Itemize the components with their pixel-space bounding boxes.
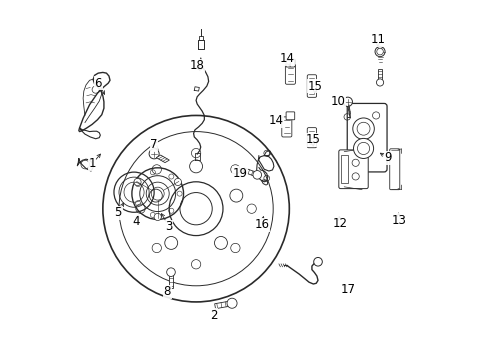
Polygon shape [156, 155, 169, 163]
Circle shape [252, 171, 261, 179]
Text: 14: 14 [279, 52, 294, 65]
FancyBboxPatch shape [285, 64, 295, 84]
Text: 15: 15 [305, 133, 320, 146]
Polygon shape [168, 272, 173, 288]
Text: 8: 8 [163, 285, 171, 298]
Circle shape [372, 112, 379, 119]
Text: 7: 7 [150, 138, 158, 151]
Text: 17: 17 [340, 283, 355, 296]
Text: 13: 13 [391, 214, 406, 227]
Text: 1: 1 [88, 157, 96, 170]
Circle shape [374, 46, 384, 57]
Text: 19: 19 [232, 167, 247, 180]
Circle shape [166, 268, 175, 276]
FancyBboxPatch shape [281, 117, 291, 137]
FancyBboxPatch shape [306, 128, 316, 148]
Text: 6: 6 [94, 77, 102, 90]
Polygon shape [378, 69, 381, 82]
Text: 14: 14 [268, 114, 283, 127]
Text: 2: 2 [210, 309, 217, 322]
Polygon shape [347, 105, 350, 117]
Circle shape [376, 79, 383, 86]
Text: 9: 9 [384, 151, 391, 164]
FancyBboxPatch shape [346, 103, 386, 172]
Text: 15: 15 [307, 80, 322, 93]
Circle shape [226, 298, 237, 308]
Text: 5: 5 [114, 207, 122, 220]
Circle shape [154, 213, 161, 221]
FancyBboxPatch shape [338, 150, 367, 189]
Circle shape [343, 97, 352, 107]
Polygon shape [243, 168, 258, 177]
Circle shape [353, 138, 373, 158]
Text: 11: 11 [369, 33, 385, 46]
Circle shape [134, 179, 141, 185]
Circle shape [174, 179, 181, 185]
Text: 4: 4 [132, 215, 140, 228]
Text: 18: 18 [189, 59, 204, 72]
Text: 10: 10 [330, 95, 345, 108]
FancyBboxPatch shape [285, 112, 294, 120]
Text: 16: 16 [254, 218, 269, 231]
Circle shape [313, 257, 322, 266]
FancyBboxPatch shape [285, 59, 294, 67]
Text: 12: 12 [332, 216, 347, 230]
Circle shape [352, 118, 373, 139]
FancyBboxPatch shape [306, 75, 316, 97]
Text: 3: 3 [165, 220, 173, 233]
FancyBboxPatch shape [389, 149, 399, 190]
Bar [340, 155, 347, 183]
Circle shape [149, 149, 159, 159]
Polygon shape [214, 301, 232, 309]
